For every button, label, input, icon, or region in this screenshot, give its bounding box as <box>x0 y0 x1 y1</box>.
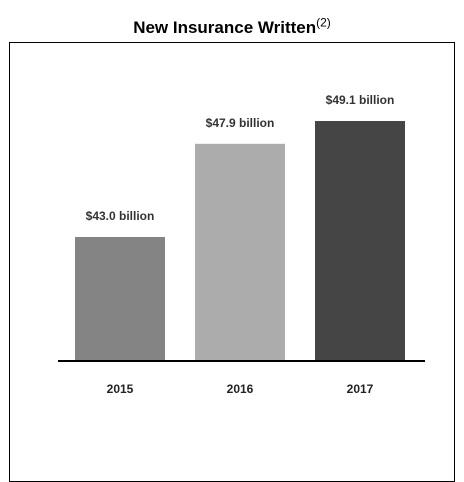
data-label-2015: $43.0 billion <box>86 209 155 223</box>
x-tick-label-2017: 2017 <box>347 382 374 396</box>
data-label-2017: $49.1 billion <box>326 93 395 107</box>
x-tick-label-2015: 2015 <box>107 382 134 396</box>
chart-title-text: New Insurance Written <box>133 18 317 37</box>
bar-chart: $43.0 billion 2015 $47.9 billion 2016 $49.1 … <box>58 93 425 396</box>
bar-2017 <box>315 121 405 361</box>
chart-title-footnote: (2) <box>316 15 331 30</box>
chart-title: New Insurance Written(2) <box>0 15 464 38</box>
bar-2015 <box>75 237 165 361</box>
x-tick-label-2016: 2016 <box>227 382 254 396</box>
bar-2016 <box>195 143 285 361</box>
data-label-2016: $47.9 billion <box>206 116 275 130</box>
